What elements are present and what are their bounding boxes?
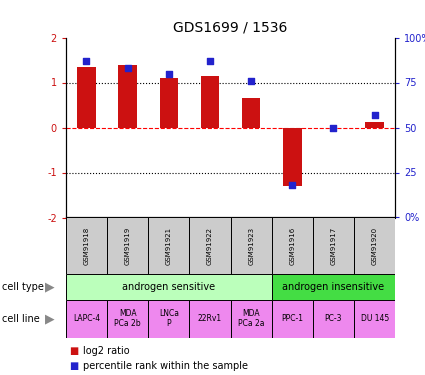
Text: log2 ratio: log2 ratio: [83, 346, 130, 355]
Bar: [190, 300, 230, 338]
Point: [289, 182, 296, 188]
Text: androgen insensitive: androgen insensitive: [283, 282, 385, 292]
Text: GSM91923: GSM91923: [248, 226, 254, 265]
Text: MDA
PCa 2b: MDA PCa 2b: [114, 309, 141, 328]
Bar: [354, 300, 395, 338]
Bar: [119, 64, 137, 128]
Point: [207, 58, 213, 64]
Text: androgen sensitive: androgen sensitive: [122, 282, 215, 292]
Bar: [242, 98, 261, 128]
Text: ■: ■: [70, 361, 82, 370]
Point: [371, 112, 378, 118]
Text: percentile rank within the sample: percentile rank within the sample: [83, 361, 248, 370]
Point: [330, 124, 337, 130]
Text: MDA
PCa 2a: MDA PCa 2a: [238, 309, 264, 328]
Text: GSM91918: GSM91918: [83, 226, 89, 265]
Title: GDS1699 / 1536: GDS1699 / 1536: [173, 21, 288, 35]
Text: GSM91916: GSM91916: [289, 226, 295, 265]
Text: ▶: ▶: [45, 312, 55, 325]
Text: 22Rv1: 22Rv1: [198, 314, 222, 323]
Text: ■: ■: [70, 346, 82, 355]
Bar: [201, 76, 219, 128]
Text: LNCa
P: LNCa P: [159, 309, 179, 328]
Bar: [148, 300, 190, 338]
Bar: [107, 300, 148, 338]
Text: LAPC-4: LAPC-4: [73, 314, 100, 323]
Point: [165, 70, 172, 76]
Text: GSM91920: GSM91920: [372, 226, 378, 265]
Bar: [272, 217, 313, 274]
Text: GSM91919: GSM91919: [125, 226, 130, 265]
Bar: [107, 217, 148, 274]
Point: [83, 58, 90, 64]
Bar: [66, 274, 272, 300]
Bar: [272, 300, 313, 338]
Text: GSM91921: GSM91921: [166, 226, 172, 265]
Text: ▶: ▶: [45, 280, 55, 293]
Text: PC-3: PC-3: [325, 314, 342, 323]
Bar: [190, 217, 230, 274]
Bar: [313, 300, 354, 338]
Point: [248, 78, 255, 84]
Bar: [283, 128, 302, 186]
Bar: [230, 217, 272, 274]
Bar: [148, 217, 190, 274]
Bar: [272, 274, 395, 300]
Bar: [66, 217, 107, 274]
Bar: [230, 300, 272, 338]
Text: cell type: cell type: [2, 282, 44, 292]
Text: cell line: cell line: [2, 314, 40, 324]
Bar: [313, 217, 354, 274]
Point: [124, 65, 131, 71]
Bar: [66, 300, 107, 338]
Bar: [354, 217, 395, 274]
Text: DU 145: DU 145: [360, 314, 389, 323]
Bar: [366, 122, 384, 128]
Bar: [77, 67, 96, 128]
Text: GSM91917: GSM91917: [331, 226, 337, 265]
Text: PPC-1: PPC-1: [281, 314, 303, 323]
Text: GSM91922: GSM91922: [207, 226, 213, 265]
Bar: [159, 78, 178, 128]
